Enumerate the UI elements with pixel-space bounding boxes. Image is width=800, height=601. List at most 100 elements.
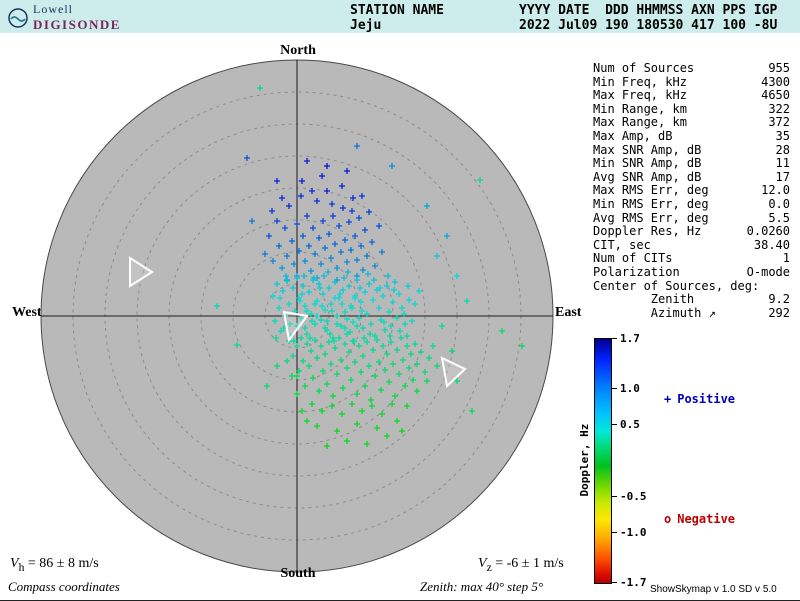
- stat-value: 372: [768, 115, 790, 130]
- source-point: [310, 225, 316, 231]
- source-point: [322, 245, 328, 251]
- source-point: [350, 195, 356, 201]
- source-point: [299, 291, 305, 297]
- stat-row: Max Freq, kHz 4650: [593, 89, 790, 103]
- source-point: [294, 391, 300, 397]
- digisonde-logo-icon: [8, 7, 28, 28]
- source-point: [249, 218, 255, 224]
- source-point: [346, 283, 352, 289]
- skymap-plot: [40, 59, 554, 573]
- source-point: [347, 329, 353, 335]
- source-point: [370, 297, 376, 303]
- source-point: [302, 325, 308, 331]
- compass-label-north: North: [280, 43, 316, 58]
- source-point: [376, 305, 382, 311]
- source-point: [384, 351, 390, 357]
- source-point: [349, 401, 355, 407]
- source-point: [314, 355, 320, 361]
- source-point: [304, 308, 310, 314]
- stat-label: Max Freq, kHz: [593, 88, 687, 103]
- source-point: [354, 391, 360, 397]
- source-point: [344, 168, 350, 174]
- source-point: [390, 361, 396, 367]
- stat-row: Num of Sources 955: [593, 61, 790, 76]
- source-point: [361, 335, 367, 341]
- source-point: [404, 403, 410, 409]
- source-point: [302, 303, 308, 309]
- source-point: [329, 308, 335, 314]
- source-point: [341, 275, 347, 281]
- source-point: [401, 311, 407, 317]
- stat-value: 1: [782, 251, 790, 266]
- source-point: [324, 381, 330, 387]
- source-point: [382, 367, 388, 373]
- stat-label: Max Amp, dB: [593, 128, 673, 143]
- source-point: [378, 387, 384, 393]
- source-point: [399, 428, 405, 434]
- source-point: [274, 281, 280, 287]
- source-point: [358, 369, 364, 375]
- source-point: [388, 339, 394, 345]
- logo-digisonde-text: DIGISONDE: [33, 17, 121, 32]
- source-point: [399, 305, 405, 311]
- source-points: [214, 85, 525, 449]
- stat-value: 4300: [761, 74, 790, 89]
- source-point: [326, 285, 332, 291]
- source-point: [382, 327, 388, 333]
- source-point: [270, 258, 276, 264]
- stat-label: Min RMS Err, deg: [593, 196, 709, 211]
- plus-symbol-icon: +: [664, 392, 672, 406]
- source-point: [324, 163, 330, 169]
- source-point: [322, 351, 328, 357]
- stat-label: Min Range, km: [593, 101, 687, 116]
- source-point: [348, 377, 354, 383]
- legend-negative-label: Negative: [677, 512, 736, 526]
- source-point: [422, 369, 428, 375]
- source-point: [387, 333, 393, 339]
- source-point: [339, 183, 345, 189]
- source-point: [298, 315, 304, 321]
- source-point: [297, 298, 303, 304]
- source-point: [326, 339, 332, 345]
- source-point: [340, 287, 346, 293]
- source-point: [320, 218, 326, 224]
- coordinates-note: Compass coordinates: [8, 579, 120, 594]
- source-point: [404, 343, 410, 349]
- stat-label: Avg RMS Err, deg: [593, 210, 709, 225]
- source-point: [499, 328, 505, 334]
- colorbar-tick-label: -1.0: [620, 525, 647, 539]
- source-point: [307, 335, 313, 341]
- source-point: [410, 377, 416, 383]
- source-point: [332, 345, 338, 351]
- station-name-block: STATION NAME Jeju: [350, 3, 444, 33]
- source-point: [286, 203, 292, 209]
- source-point: [312, 337, 318, 343]
- source-point: [354, 143, 360, 149]
- source-point: [354, 257, 360, 263]
- source-point: [408, 351, 414, 357]
- stat-label: Max Range, km: [593, 115, 687, 130]
- source-point: [391, 287, 397, 293]
- source-point: [324, 188, 330, 194]
- source-point: [284, 253, 290, 259]
- header-bar: Lowell DIGISONDE STATION NAME Jeju YYYY …: [0, 0, 800, 33]
- source-point: [322, 307, 328, 313]
- source-point: [404, 333, 410, 339]
- source-point: [397, 328, 403, 334]
- source-point: [362, 289, 368, 295]
- stat-value: 9.2: [768, 292, 790, 307]
- source-point: [379, 411, 385, 417]
- source-point: [314, 198, 320, 204]
- stat-row: Max SNR Amp, dB 28: [593, 143, 790, 158]
- stat-value: 0.0: [768, 196, 790, 211]
- source-point: [405, 283, 411, 289]
- stat-value: 35: [775, 128, 790, 143]
- source-point: [368, 397, 374, 403]
- source-point: [332, 241, 338, 247]
- source-point: [270, 293, 276, 299]
- source-point: [406, 365, 412, 371]
- timestamp-block: YYYY DATE DDD HHMMSS AXN PPS IGP 2022 Ju…: [519, 3, 778, 33]
- source-point: [369, 403, 375, 409]
- source-point: [381, 319, 387, 325]
- source-point: [380, 293, 386, 299]
